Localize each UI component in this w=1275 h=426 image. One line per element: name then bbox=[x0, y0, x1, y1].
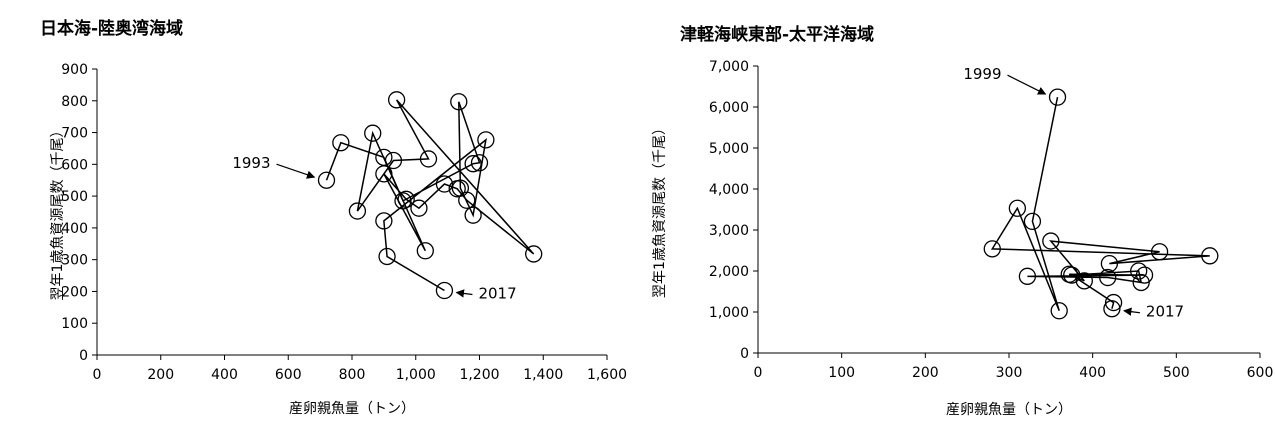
y-tick-label: 3,000 bbox=[709, 223, 749, 239]
y-tick-label: 1,000 bbox=[709, 305, 749, 321]
x-axis-label: 産卵親魚量（トン） bbox=[289, 401, 415, 417]
x-tick-label: 300 bbox=[996, 365, 1023, 381]
data-point bbox=[378, 247, 396, 266]
x-tick-label: 200 bbox=[912, 365, 939, 381]
annotation-label: 2017 bbox=[478, 284, 516, 302]
y-tick-label: 800 bbox=[61, 94, 88, 110]
data-point bbox=[435, 175, 454, 193]
data-point bbox=[317, 171, 336, 189]
data-point bbox=[435, 281, 454, 300]
data-point bbox=[419, 150, 438, 168]
x-tick-label: 1,600 bbox=[587, 367, 627, 383]
y-tick-label: 5,000 bbox=[709, 141, 749, 157]
y-tick-label: 0 bbox=[79, 348, 88, 364]
data-point bbox=[450, 93, 468, 111]
x-tick-label: 100 bbox=[828, 365, 855, 381]
y-axis-label: 翌年1歳魚資源尾数（千尾） bbox=[652, 121, 668, 298]
x-tick-label: 0 bbox=[754, 365, 763, 381]
data-point bbox=[1104, 293, 1123, 312]
data-point bbox=[1042, 232, 1060, 250]
scatter-chart-right: 0 1,000 2,000 3,000 4,000 5,000 6,000 7,000 0 100… bbox=[652, 59, 1274, 418]
data-point bbox=[1150, 243, 1169, 261]
chart-title: 津軽海峡東部-太平洋海域 bbox=[680, 25, 875, 45]
data-point bbox=[525, 245, 543, 263]
x-tick-label: 600 bbox=[1247, 365, 1274, 381]
y-tick-label: 4,000 bbox=[709, 182, 749, 198]
annotation-arrow bbox=[1123, 307, 1140, 316]
data-point bbox=[451, 179, 470, 197]
scatter-chart-left: 0 100 200 300 400 500 600 700 800 900 0 200 400 600 80… bbox=[50, 62, 627, 417]
data-point bbox=[375, 212, 393, 230]
x-tick-label: 1,400 bbox=[523, 367, 563, 383]
x-tick-label: 500 bbox=[1163, 365, 1190, 381]
chart-panel-left: 日本海-陸奥湾海域 0 100 200 300 400 500 600 700 800 900 0 2… bbox=[40, 19, 627, 417]
x-tick-label: 200 bbox=[147, 367, 174, 383]
y-tick-label: 100 bbox=[61, 316, 88, 332]
chart-title: 日本海-陸奥湾海域 bbox=[40, 19, 184, 39]
y-tick-label: 700 bbox=[61, 126, 88, 142]
x-tick-label: 1,200 bbox=[459, 367, 499, 383]
data-point bbox=[1130, 262, 1148, 280]
data-point bbox=[397, 190, 415, 208]
data-point bbox=[477, 131, 495, 149]
y-tick-label: 2,000 bbox=[709, 264, 749, 280]
data-point bbox=[1063, 266, 1081, 284]
y-tick-label: 600 bbox=[61, 157, 88, 173]
chart-panel-right: 津軽海峡東部-太平洋海域 0 1,000 2,000 3,000 4,000 5,000 6… bbox=[640, 0, 1275, 426]
data-point bbox=[416, 242, 434, 260]
annotation-label: 1993 bbox=[232, 154, 270, 172]
y-tick-label: 0 bbox=[740, 346, 749, 362]
data-point bbox=[983, 240, 1001, 258]
data-point bbox=[1008, 199, 1027, 217]
series-line bbox=[325, 99, 535, 292]
data-point bbox=[348, 202, 367, 220]
annotation-label: 1999 bbox=[963, 65, 1001, 83]
y-tick-label: 200 bbox=[61, 284, 88, 300]
x-tick-label: 1,000 bbox=[396, 367, 436, 383]
data-point bbox=[470, 154, 489, 172]
y-tick-label: 900 bbox=[61, 62, 88, 78]
y-axis-label: 翌年1歳魚資源尾数（千尾） bbox=[50, 124, 66, 301]
y-tick-label: 6,000 bbox=[709, 100, 749, 116]
x-tick-label: 600 bbox=[275, 367, 302, 383]
data-point bbox=[410, 199, 428, 217]
data-point bbox=[1132, 273, 1150, 292]
x-tick-label: 400 bbox=[1079, 365, 1106, 381]
data-point bbox=[1103, 300, 1121, 318]
data-point bbox=[1201, 247, 1219, 265]
data-point bbox=[464, 206, 482, 224]
x-tick-label: 400 bbox=[211, 367, 238, 383]
y-tick-label: 500 bbox=[61, 189, 88, 205]
data-point bbox=[384, 151, 403, 170]
y-tick-label: 7,000 bbox=[709, 59, 749, 75]
annotation-arrow bbox=[455, 289, 473, 298]
data-point bbox=[1018, 267, 1037, 285]
data-point bbox=[1135, 266, 1154, 284]
data-point bbox=[332, 134, 350, 152]
data-point bbox=[375, 165, 393, 183]
x-tick-label: 800 bbox=[339, 367, 366, 383]
data-point bbox=[1100, 254, 1119, 273]
x-tick-label: 0 bbox=[93, 367, 102, 383]
data-point bbox=[1075, 272, 1093, 290]
data-point bbox=[394, 192, 412, 210]
data-point bbox=[1023, 212, 1042, 231]
annotation-label: 2017 bbox=[1146, 303, 1184, 321]
y-tick-label: 300 bbox=[61, 253, 88, 269]
data-point bbox=[1050, 302, 1068, 320]
x-axis-label: 産卵親魚量（トン） bbox=[946, 402, 1072, 418]
y-tick-label: 400 bbox=[61, 221, 88, 237]
data-point bbox=[364, 124, 382, 142]
data-point bbox=[464, 155, 482, 173]
annotation-arrow bbox=[276, 163, 316, 179]
data-point bbox=[1099, 268, 1117, 287]
annotation-arrow bbox=[1007, 74, 1047, 95]
series-line bbox=[990, 97, 1210, 312]
data-point bbox=[387, 91, 406, 109]
data-point bbox=[1048, 88, 1067, 106]
